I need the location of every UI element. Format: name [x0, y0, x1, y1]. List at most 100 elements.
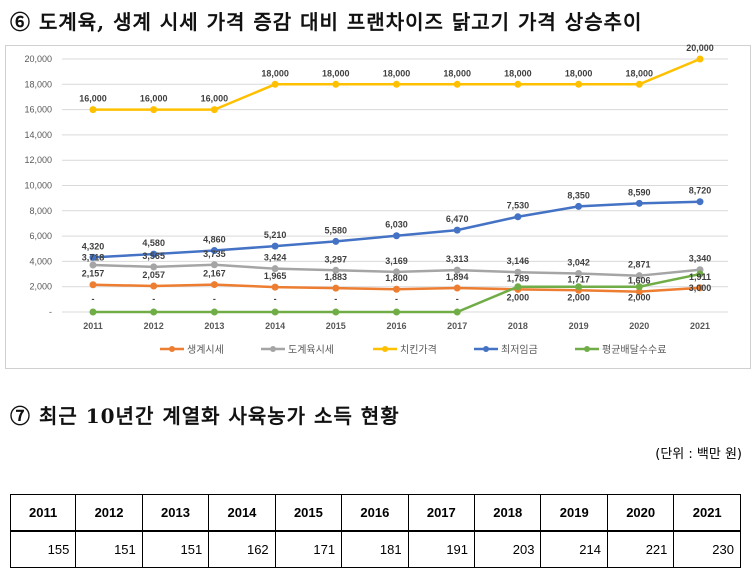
y-tick-label: 16,000 — [24, 105, 52, 115]
data-label: 18,000 — [626, 68, 654, 78]
y-tick-label: 8,000 — [29, 206, 52, 216]
data-label: 18,000 — [322, 68, 350, 78]
data-label: - — [213, 294, 216, 304]
data-point — [393, 285, 400, 293]
data-point — [453, 308, 461, 316]
data-label: 1,789 — [507, 273, 530, 283]
data-label: 6,030 — [385, 220, 408, 230]
data-point — [696, 284, 704, 292]
data-label: - — [456, 294, 459, 304]
data-point — [150, 282, 158, 290]
data-label: 8,590 — [628, 187, 651, 197]
year-header: 2019 — [540, 494, 608, 532]
data-point — [635, 283, 643, 291]
data-label: 1,606 — [628, 276, 651, 286]
data-point — [210, 247, 218, 255]
y-tick-label: 2,000 — [29, 282, 52, 292]
table-header-row: 2011 2012 2013 2014 2015 2016 2017 2018 2019 2020… — [9, 494, 741, 532]
year-header: 2014 — [208, 494, 276, 532]
line-chart — [5, 45, 751, 369]
data-label: 8,720 — [689, 186, 712, 196]
year-header: 2017 — [407, 494, 476, 532]
data-label: 3,340 — [689, 254, 712, 264]
section-title-table: ⑦ 최근 10년간 계열화 사육농가 소득 현황 — [10, 404, 400, 428]
data-label: 3,042 — [567, 258, 590, 268]
year-header: 2013 — [141, 494, 210, 532]
data-label: 2,157 — [82, 269, 105, 279]
data-point — [575, 270, 583, 278]
data-label: 18,000 — [565, 68, 593, 78]
x-tick-label: 2019 — [569, 321, 589, 331]
data-label: 16,000 — [140, 94, 168, 104]
data-point — [453, 284, 461, 292]
data-label: 20,000 — [686, 43, 714, 53]
data-label: 3,424 — [264, 253, 287, 263]
legend-item: 최저임금 — [474, 343, 538, 356]
data-point — [635, 272, 643, 280]
data-label: - — [395, 294, 398, 304]
data-label: 1,894 — [446, 272, 469, 282]
data-point — [635, 199, 643, 207]
data-point — [271, 283, 279, 291]
data-label: 4,320 — [82, 241, 105, 251]
data-point — [150, 263, 158, 271]
data-point — [271, 308, 279, 316]
income-cell: 151 — [141, 530, 210, 568]
data-label: 18,000 — [504, 68, 532, 78]
year-header: 2012 — [75, 494, 143, 532]
data-label: - — [152, 294, 155, 304]
year-header: 2015 — [274, 494, 343, 532]
data-label: 3,169 — [385, 256, 408, 266]
data-label: 3,000 — [689, 283, 712, 293]
data-point — [514, 80, 522, 88]
data-label: 2,057 — [142, 270, 165, 280]
data-point — [210, 308, 218, 316]
chart-svg: - 2,000 4,000 6,000 8,000 10,000 12,000 14,000 1… — [24, 43, 728, 356]
data-point — [393, 308, 400, 316]
data-point — [332, 266, 340, 274]
y-tick-label: 10,000 — [24, 181, 52, 191]
data-label: 4,860 — [203, 235, 226, 245]
data-point — [635, 288, 643, 296]
year-header: 2011 — [9, 494, 77, 532]
data-point — [332, 237, 340, 245]
y-tick-label: 4,000 — [29, 256, 52, 266]
data-label: 3,718 — [82, 252, 105, 262]
x-tick-label: 2020 — [629, 321, 649, 331]
data-point — [393, 268, 400, 276]
data-label: 2,000 — [628, 293, 651, 303]
income-cell: 214 — [540, 530, 608, 568]
data-label: 2,000 — [507, 293, 530, 303]
income-cell: 155 — [9, 530, 77, 568]
data-point — [271, 265, 279, 273]
data-label: 1,800 — [385, 273, 408, 283]
data-label: 2,167 — [203, 269, 226, 279]
svg-text:평균배달수수료: 평균배달수수료 — [602, 344, 666, 356]
data-label: 1,911 — [689, 272, 711, 282]
svg-text:생계시세: 생계시세 — [187, 344, 224, 356]
data-point — [89, 308, 97, 316]
data-label: 3,565 — [142, 251, 165, 261]
data-label: 2,000 — [567, 293, 590, 303]
y-tick-label: - — [49, 307, 52, 317]
data-label: 16,000 — [79, 94, 107, 104]
svg-text:도계육시세: 도계육시세 — [288, 344, 334, 356]
data-label: 4,580 — [142, 238, 165, 248]
data-point — [332, 308, 340, 316]
data-label: 3,146 — [507, 256, 530, 266]
y-tick-label: 20,000 — [24, 54, 52, 64]
data-point — [210, 261, 218, 269]
section-title-chart: ⑥ 도계육, 생계 시세 가격 증감 대비 프랜차이즈 닭고기 가격 상승추이 — [10, 10, 643, 34]
x-tick-label: 2014 — [265, 321, 285, 331]
data-point — [89, 261, 97, 269]
legend-item: 생계시세 — [160, 344, 224, 356]
legend-item: 평균배달수수료 — [575, 344, 666, 356]
data-label: 18,000 — [261, 68, 289, 78]
data-point — [696, 270, 704, 278]
y-tick-label: 14,000 — [24, 130, 52, 140]
legend-item: 도계육시세 — [261, 344, 334, 356]
year-header: 2016 — [341, 494, 409, 532]
income-cell: 151 — [75, 530, 143, 568]
income-cell: 203 — [474, 530, 542, 568]
data-point — [453, 266, 461, 274]
